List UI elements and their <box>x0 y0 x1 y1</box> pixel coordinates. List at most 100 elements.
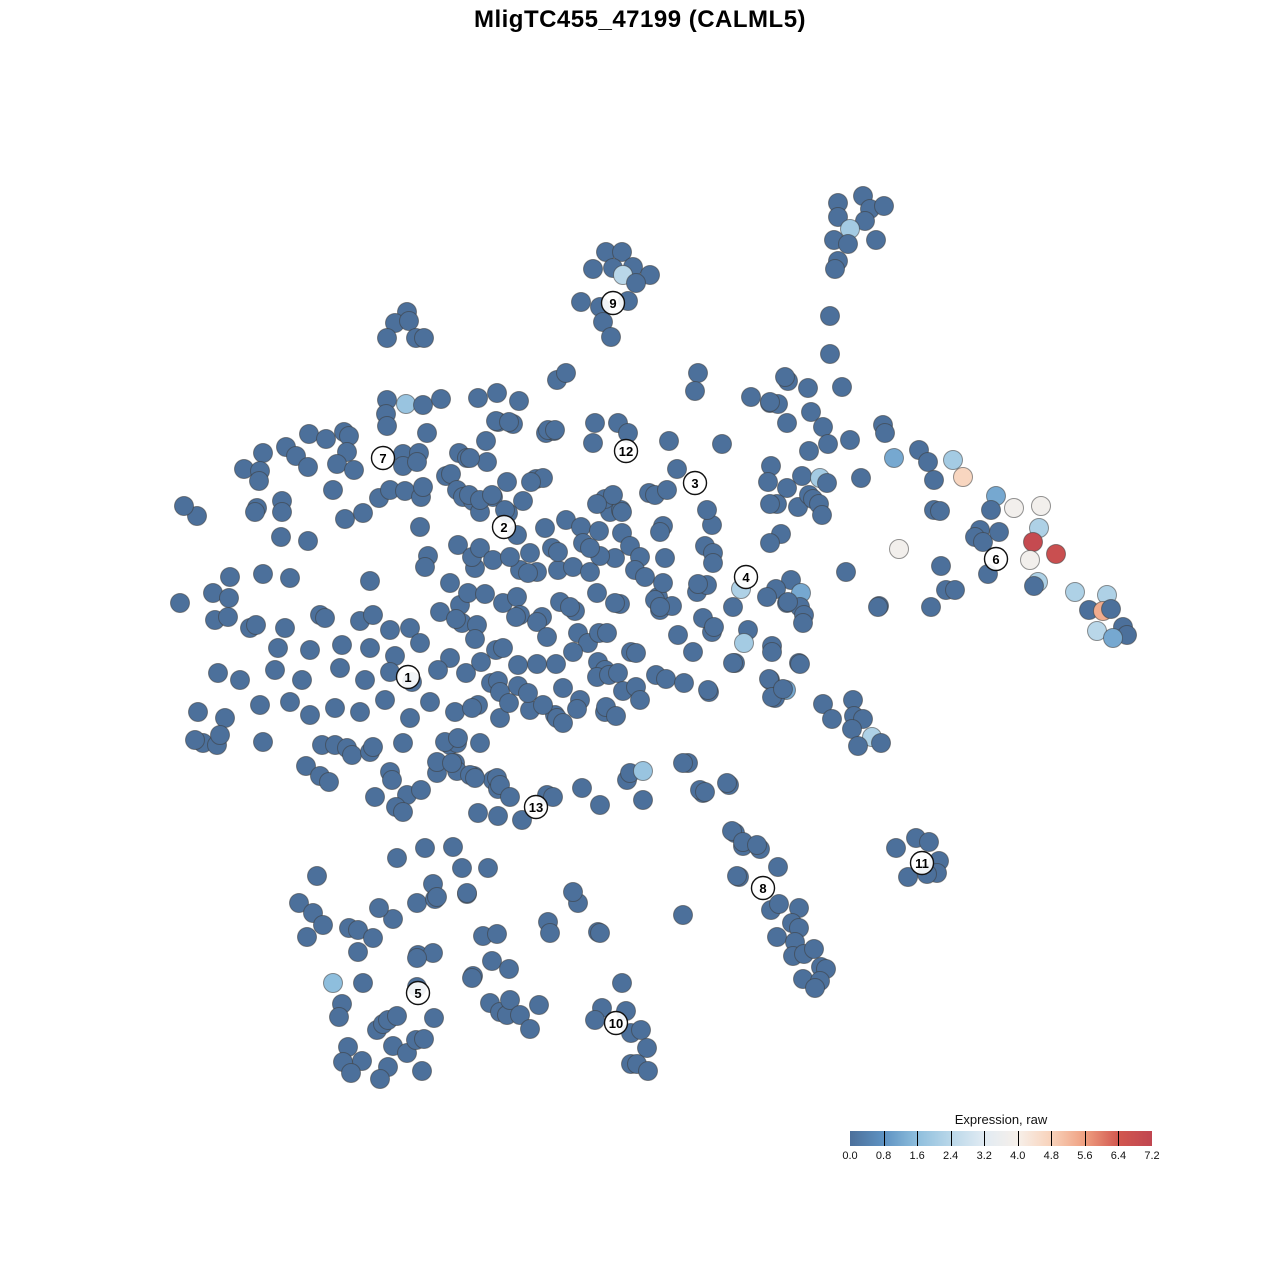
data-point <box>688 574 708 594</box>
data-point <box>510 1005 530 1025</box>
data-point <box>798 378 818 398</box>
data-point <box>415 557 435 577</box>
data-point <box>931 556 951 576</box>
data-point <box>650 522 670 542</box>
data-point <box>315 608 335 628</box>
data-point <box>218 607 238 627</box>
data-point <box>382 770 402 790</box>
data-point <box>414 328 434 348</box>
data-point <box>572 778 592 798</box>
data-point <box>174 496 194 516</box>
data-point <box>280 692 300 712</box>
data-point <box>499 693 519 713</box>
data-point <box>812 505 832 525</box>
data-point <box>585 413 605 433</box>
data-point <box>500 787 520 807</box>
data-point <box>424 1008 444 1028</box>
data-point <box>832 377 852 397</box>
legend-tick-line <box>950 1131 952 1146</box>
data-point <box>458 583 478 603</box>
data-point <box>727 866 747 886</box>
data-point <box>518 683 538 703</box>
data-point <box>363 605 383 625</box>
data-point <box>945 580 965 600</box>
data-point <box>369 898 389 918</box>
cluster-label-circle <box>733 564 759 590</box>
data-point <box>344 460 364 480</box>
data-point <box>475 584 495 604</box>
data-point <box>442 753 462 773</box>
data-point <box>383 909 403 929</box>
cluster-label-2: 2 <box>491 514 517 540</box>
data-point <box>605 593 625 613</box>
data-point <box>457 883 477 903</box>
data-point <box>527 654 547 674</box>
cluster-label-10: 10 <box>603 1010 629 1036</box>
data-point <box>393 802 413 822</box>
data-point <box>375 690 395 710</box>
data-point <box>445 702 465 722</box>
data-point <box>500 990 520 1010</box>
data-point <box>813 694 833 714</box>
data-point <box>487 383 507 403</box>
data-point <box>777 413 797 433</box>
data-point <box>348 942 368 962</box>
data-point <box>443 837 463 857</box>
data-point <box>431 389 451 409</box>
data-point <box>656 669 676 689</box>
data-point <box>758 472 778 492</box>
data-point <box>506 607 526 627</box>
data-point <box>801 402 821 422</box>
data-point <box>355 670 375 690</box>
data-point <box>653 573 673 593</box>
data-point <box>606 706 626 726</box>
data-point <box>603 485 623 505</box>
data-point <box>462 968 482 988</box>
data-point <box>757 587 777 607</box>
data-point <box>580 538 600 558</box>
legend-tick-label: 7.2 <box>1144 1150 1160 1162</box>
data-point <box>747 835 767 855</box>
cluster-label-circle <box>491 514 517 540</box>
data-point <box>866 230 886 250</box>
data-point <box>527 612 547 632</box>
data-point <box>452 858 472 878</box>
data-point <box>529 995 549 1015</box>
cluster-label-circle <box>909 850 935 876</box>
data-point <box>704 617 724 637</box>
data-point <box>553 713 573 733</box>
data-point <box>836 562 856 582</box>
data-point <box>427 887 447 907</box>
data-point <box>734 633 754 653</box>
data-point <box>851 468 871 488</box>
data-point <box>768 857 788 877</box>
data-point <box>188 702 208 722</box>
data-point <box>1024 576 1044 596</box>
data-point <box>265 660 285 680</box>
data-point <box>630 690 650 710</box>
data-point <box>848 736 868 756</box>
data-point <box>775 367 795 387</box>
cluster-label-5: 5 <box>405 980 431 1006</box>
data-point <box>342 745 362 765</box>
data-point <box>546 654 566 674</box>
cluster-label-circle <box>395 664 421 690</box>
data-point <box>1101 599 1121 619</box>
data-point <box>1023 532 1043 552</box>
legend-tick-label: 4.8 <box>1043 1150 1059 1162</box>
data-point <box>667 459 687 479</box>
data-point <box>456 663 476 683</box>
data-point <box>778 592 798 612</box>
data-point <box>805 978 825 998</box>
legend-tick-label: 0.8 <box>875 1150 892 1162</box>
data-point <box>777 478 797 498</box>
data-point <box>353 973 373 993</box>
cluster-label-text: 9 <box>609 296 616 311</box>
data-point <box>400 618 420 638</box>
data-point <box>325 698 345 718</box>
data-point <box>521 472 541 492</box>
data-point <box>215 708 235 728</box>
data-point <box>868 597 888 617</box>
